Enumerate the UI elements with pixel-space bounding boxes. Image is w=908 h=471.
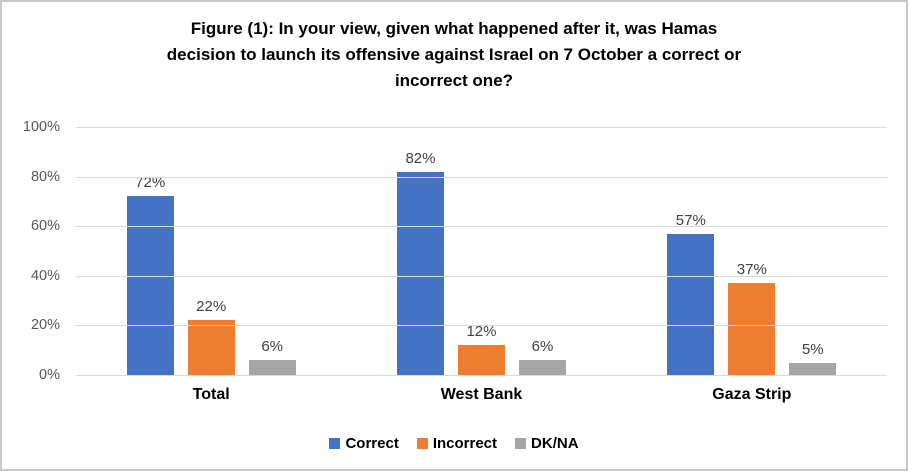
x-axis: Total West Bank Gaza Strip [76, 386, 887, 404]
x-axis-line [76, 375, 887, 376]
bar-group-west-bank: 82% 12% 6% [346, 127, 616, 375]
bar-value-label: 6% [261, 338, 283, 356]
y-axis-tick-label: 40% [30, 267, 60, 284]
bar-group-total: 72% 22% 6% [76, 127, 346, 375]
legend: Correct Incorrect DK/NA [2, 435, 906, 452]
x-axis-category-label-total: Total [192, 386, 230, 403]
legend-label-dk-na: DK/NA [531, 435, 579, 452]
bar-incorrect-total [187, 320, 235, 375]
bar-col-correct-west-bank: 82% [396, 127, 444, 375]
legend-swatch-dk-na [515, 438, 527, 449]
gridline [76, 127, 887, 128]
bar-value-label: 37% [736, 261, 767, 279]
x-axis-category-label-gaza-strip: Gaza Strip [712, 386, 792, 403]
bar-correct-west-bank [396, 171, 444, 375]
bar-col-dk-na-gaza-strip: 5% [789, 127, 837, 375]
bar-value-label: 12% [466, 323, 497, 341]
legend-item-correct: Correct [329, 435, 399, 452]
gridline [76, 176, 887, 178]
y-axis-tick-label: 20% [30, 317, 60, 334]
bar-value-label: 6% [531, 338, 554, 356]
gridline [76, 226, 887, 228]
bar-col-incorrect-gaza-strip: 37% [728, 127, 776, 375]
bar-value-label: 22% [196, 298, 227, 316]
bar-col-correct-total: 72% [126, 127, 174, 375]
bar-col-incorrect-west-bank: 12% [457, 127, 505, 375]
bar-incorrect-west-bank [457, 345, 505, 375]
plot-area: 72% 22% 6% 82% 12% 6% 57% 37% 5% [76, 127, 887, 376]
bar-col-dk-na-total: 6% [248, 127, 296, 375]
bar-correct-gaza-strip [667, 233, 715, 375]
y-axis: 0% 20% 40% 60% 80% 100% [2, 2, 62, 469]
legend-swatch-incorrect [416, 438, 428, 449]
bar-col-correct-gaza-strip: 57% [667, 127, 715, 375]
legend-label-correct: Correct [345, 435, 399, 452]
legend-item-dk-na: DK/NA [515, 435, 579, 452]
bar-col-dk-na-west-bank: 6% [518, 127, 566, 375]
x-axis-category-label-west-bank: West Bank [440, 386, 523, 403]
y-axis-tick-label: 60% [30, 218, 60, 235]
legend-swatch-correct [329, 438, 341, 449]
y-axis-tick-label: 100% [22, 119, 60, 135]
bar-correct-total [126, 196, 174, 375]
y-axis-tick-label: 80% [30, 168, 60, 185]
bar-value-label: 57% [675, 211, 706, 229]
bar-dk-na-total [248, 360, 296, 375]
bar-groups: 72% 22% 6% 82% 12% 6% 57% 37% 5% [76, 127, 887, 375]
bar-dk-na-gaza-strip [789, 362, 837, 375]
bar-dk-na-west-bank [518, 360, 566, 375]
chart-title: Figure (1): In your view, given what hap… [166, 19, 742, 90]
bar-col-incorrect-total: 22% [187, 127, 235, 375]
bar-value-label: 82% [405, 149, 436, 167]
bar-value-label: 72% [135, 174, 166, 192]
bar-incorrect-gaza-strip [728, 283, 776, 375]
gridline [76, 325, 887, 327]
gridline [76, 275, 887, 277]
y-axis-tick-label: 0% [39, 367, 60, 383]
legend-item-incorrect: Incorrect [416, 435, 498, 452]
legend-label-incorrect: Incorrect [432, 435, 498, 452]
bar-value-label: 5% [801, 340, 824, 358]
bar-group-gaza-strip: 57% 37% 5% [617, 127, 887, 375]
